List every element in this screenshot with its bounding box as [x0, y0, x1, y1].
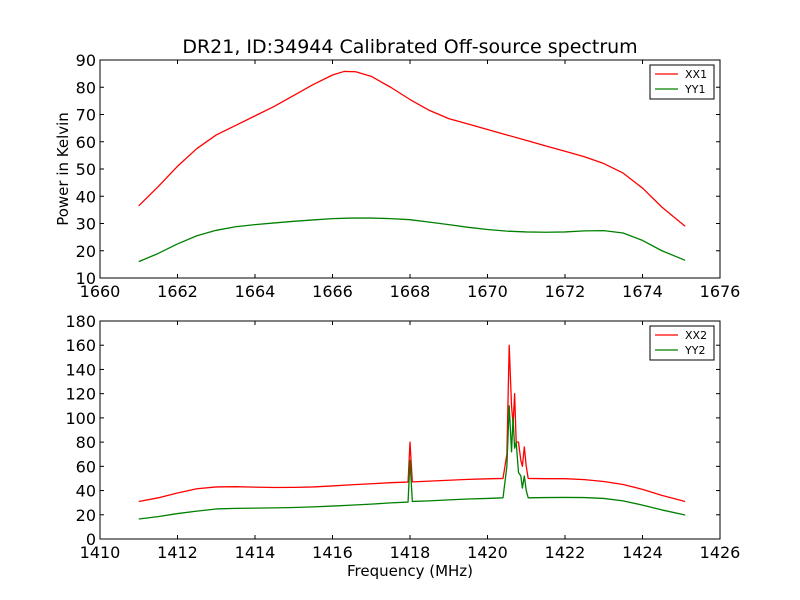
top-plot-legend-box [649, 64, 715, 100]
top-plot-y-tick-label: 50 [76, 160, 96, 179]
top-plot-frame [99, 59, 721, 279]
top-plot-series-line-yy1 [138, 217, 686, 263]
chart-title: DR21, ID:34944 Calibrated Off-source spe… [182, 36, 637, 58]
top-plot-y-tick-label: 70 [76, 106, 96, 125]
bottom-plot-y-tick-label: 180 [65, 312, 96, 331]
top-plot-x-tick-label: 1660 [80, 282, 121, 301]
top-plot-y-tick-label: 80 [76, 78, 96, 97]
top-plot-y-tick-label: 30 [76, 215, 96, 234]
bottom-plot-series-line-yy2 [138, 405, 686, 520]
bottom-plot-series-line-xx2 [138, 344, 686, 503]
bottom-plot-x-tick-label: 1418 [390, 543, 431, 562]
bottom-plot: Frequency (MHz) 1410 1412 1414 1416 1418 1420… [65, 312, 740, 580]
top-plot-x-tick-label: 1670 [467, 282, 508, 301]
top-plot-legend-label-yy1: YY1 [684, 83, 705, 96]
top-plot-x-tick-label: 1668 [390, 282, 431, 301]
top-plot-y-tick-label: 20 [76, 242, 96, 261]
top-plot-ticks: 1660 1662 1664 1666 1668 1670 1672 1674 1676 10 20… [76, 51, 741, 301]
top-plot-x-tick-label: 1672 [545, 282, 586, 301]
bottom-plot-y-tick-label: 0 [86, 530, 96, 549]
top-plot-legend-label-xx1: XX1 [685, 68, 707, 81]
bottom-plot-x-tick-label: 1414 [235, 543, 276, 562]
top-plot-x-tick-label: 1676 [700, 282, 741, 301]
bottom-plot-x-tick-label: 1420 [467, 543, 508, 562]
top-plot-x-tick-label: 1666 [312, 282, 353, 301]
top-plot: Power in Kelvin 1660 1662 1664 1666 1668 1670… [54, 51, 740, 301]
top-plot-y-tick-label: 40 [76, 187, 96, 206]
top-plot-series-line-xx1 [138, 70, 686, 227]
bottom-plot-x-tick-label: 1424 [622, 543, 663, 562]
bottom-plot-x-axis-label: Frequency (MHz) [347, 562, 473, 580]
bottom-plot-x-tick-label: 1410 [80, 543, 121, 562]
bottom-plot-x-tick-label: 1426 [700, 543, 741, 562]
top-plot-y-tick-label: 10 [76, 269, 96, 288]
bottom-plot-y-tick-label: 20 [76, 506, 96, 525]
bottom-plot-y-tick-label: 60 [76, 457, 96, 476]
bottom-plot-ticks: 1410 1412 1414 1416 1418 1420 1422 1424 1426 0 20 4… [65, 312, 740, 562]
bottom-plot-legend-label-yy2: YY2 [684, 344, 705, 357]
bottom-plot-y-tick-label: 100 [65, 409, 96, 428]
bottom-plot-legend-label-xx2: XX2 [685, 329, 707, 342]
bottom-plot-y-tick-label: 160 [65, 336, 96, 355]
bottom-plot-y-tick-label: 140 [65, 360, 96, 379]
top-plot-x-tick-label: 1674 [622, 282, 663, 301]
top-plot-x-tick-label: 1664 [235, 282, 276, 301]
bottom-plot-series [138, 344, 686, 520]
top-plot-y-tick-label: 90 [76, 51, 96, 70]
bottom-plot-y-tick-label: 120 [65, 385, 96, 404]
top-plot-y-axis-label: Power in Kelvin [54, 112, 72, 226]
top-plot-x-tick-label: 1662 [157, 282, 198, 301]
bottom-plot-frame [99, 320, 721, 540]
top-plot-y-tick-label: 60 [76, 133, 96, 152]
bottom-plot-y-tick-label: 40 [76, 482, 96, 501]
bottom-plot-y-tick-label: 80 [76, 433, 96, 452]
bottom-plot-x-tick-label: 1422 [545, 543, 586, 562]
top-plot-series [138, 70, 686, 263]
bottom-plot-x-tick-label: 1416 [312, 543, 353, 562]
bottom-plot-legend-box [649, 325, 715, 361]
bottom-plot-x-tick-label: 1412 [157, 543, 198, 562]
